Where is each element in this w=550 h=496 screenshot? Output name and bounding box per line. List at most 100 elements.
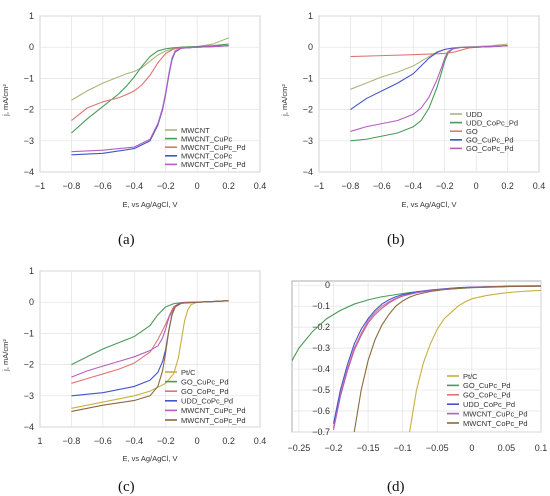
series-line-mwcnt-copc-pd (71, 45, 229, 153)
y-tick-label: 1 (308, 11, 313, 21)
x-tick-label: −0.6 (373, 181, 391, 191)
y-tick-label: 0 (29, 42, 34, 52)
x-tick-label: −0.2 (157, 181, 175, 191)
y-tick-label: −0.4 (312, 364, 330, 374)
x-tick-label: 0 (469, 443, 474, 453)
y-tick-label: 0 (325, 280, 330, 290)
legend-label: GO_CuPc_Pd (463, 381, 511, 390)
x-tick-label: −0.25 (288, 443, 311, 453)
x-axis-title: E, vs Ag/AgCl, V (122, 454, 177, 463)
x-tick-label: −0.15 (357, 443, 380, 453)
legend-label: Pt/C (181, 368, 196, 377)
legend: Pt/CGO_CuPc_PdGO_CoPc_PdUDD_CoPc_PdMWCNT… (165, 368, 246, 425)
plot-area (39, 15, 261, 173)
legend-label: MWCNT (181, 126, 210, 135)
series-line-mwcnt-cupc (71, 43, 229, 134)
y-tick-label: −2 (303, 105, 313, 115)
chart-b: −1 −0.8 −0.6 −0.4 −0.2 0 0.2 0.4 −4 −3 −2 −1 0 1 E, vs… (280, 11, 545, 209)
y-tick-label: −3 (24, 136, 34, 146)
x-tick-label: 0.4 (254, 181, 267, 191)
y-tick-label: −1 (24, 328, 34, 338)
y-tick-label: −4 (24, 167, 34, 177)
y-tick-label: −0.2 (312, 322, 330, 332)
legend-label: MWCNT_CuPc_Pd (181, 406, 246, 415)
legend: Pt/CGO_CuPc_PdGO_CoPc_PdUDD_CoPc_PdMWCNT… (447, 372, 528, 428)
x-tick-label: −0.4 (125, 436, 143, 446)
y-tick-label: 1 (29, 266, 34, 276)
x-tick-label: 0.1 (535, 443, 548, 453)
x-tick-label: 0.4 (254, 436, 267, 446)
y-tick-label: −0.1 (312, 301, 330, 311)
x-tick-label: −0.8 (63, 436, 81, 446)
chart-c: 1 −0.8 −0.6 −0.4 −0.2 0 0.2 0.4 −4 −3 −2 −1 0 1 E, vs … (1, 266, 266, 463)
y-tick-label: −2 (24, 105, 34, 115)
x-tick-label: 1 (37, 436, 42, 446)
x-tick-label: 0 (195, 436, 200, 446)
legend-label: UDD_CoPc_Pd (463, 400, 515, 409)
legend-label: MWCNT_CuPc_Pd (463, 409, 528, 418)
legend-label: GO_CoPc_Pd (463, 391, 511, 400)
panel-letter-b: (b) (387, 232, 405, 248)
x-axis-title: E, vs Ag/AgCl, V (401, 200, 456, 209)
legend-label: UDD (466, 110, 483, 119)
plot-area (39, 270, 261, 428)
x-tick-label: −0.4 (125, 181, 143, 191)
x-tick-label: −1 (314, 181, 324, 191)
panel-letter-c: (c) (118, 479, 135, 495)
chart-a: −1 −0.8 −0.6 −0.4 −0.2 0 0.2 0.4 −4 −3 −2 −1 0 1 E, vs… (1, 11, 266, 209)
y-tick-label: −0.6 (312, 406, 330, 416)
y-axis-title: j, mA/cm² (280, 84, 289, 117)
y-tick-label: −3 (303, 136, 313, 146)
legend-label: GO_CoPc_Pd (181, 387, 229, 396)
x-tick-label: −0.4 (404, 181, 422, 191)
legend-label: GO_CuPc_Pd (181, 377, 229, 386)
x-tick-label: −0.6 (94, 436, 112, 446)
legend-label: UDD_CoPc_Pd (181, 397, 233, 406)
chart-d: −0.25 −0.2 −0.15 −0.1 −0.05 0 0.05 0.1 0 −0.1 −0.2… (288, 280, 548, 453)
y-tick-label: 1 (29, 11, 34, 21)
legend-label: MWCNT_CoPc_Pd (181, 416, 246, 425)
x-tick-label: −0.8 (63, 181, 81, 191)
legend-label: GO_CuPc_Pd (466, 136, 514, 145)
y-axis-title: j, mA/cm² (1, 339, 10, 372)
x-tick-label: −1 (35, 181, 45, 191)
panel-letter-a: (a) (118, 232, 135, 248)
legend-label: Pt/C (463, 372, 478, 381)
y-tick-label: 0 (29, 297, 34, 307)
x-tick-label: −0.1 (394, 443, 412, 453)
x-tick-label: 0 (195, 181, 200, 191)
x-tick-label: 0 (474, 181, 479, 191)
series-line-mwcnt-copc-pd (353, 285, 541, 432)
legend-label: GO (466, 127, 478, 136)
legend-label: GO_CoPc_Pd (466, 144, 514, 153)
y-axis-title: j, mA/cm² (1, 84, 10, 117)
y-tick-label: 0 (308, 42, 313, 52)
x-tick-label: −0.2 (325, 443, 343, 453)
legend-label: MWCNT_CoPc_Pd (181, 160, 246, 169)
panel-letter-d: (d) (387, 479, 405, 495)
legend-label: MWCNT_CuPc_Pd (181, 143, 246, 152)
x-tick-label: −0.05 (426, 443, 449, 453)
legend-label: MWCNT_CoPc (181, 152, 233, 161)
y-tick-label: −0.5 (312, 385, 330, 395)
legend-label: MWCNT_CuPc (181, 134, 233, 143)
x-tick-label: 0.2 (222, 181, 235, 191)
x-tick-label: −0.2 (157, 436, 175, 446)
x-tick-label: −0.6 (94, 181, 112, 191)
legend: MWCNTMWCNT_CuPcMWCNT_CuPc_PdMWCNT_CoPcMW… (165, 126, 246, 169)
series-line-go-copc-pd (350, 45, 508, 132)
x-tick-label: 0.2 (501, 181, 514, 191)
y-tick-label: −4 (24, 422, 34, 432)
x-axis-title: E, vs Ag/AgCl, V (122, 200, 177, 209)
x-tick-label: −0.8 (342, 181, 360, 191)
x-tick-label: 0.2 (222, 436, 235, 446)
y-tick-label: −0.3 (312, 343, 330, 353)
plot-area (318, 15, 540, 173)
y-tick-label: −1 (24, 73, 34, 83)
y-tick-label: −4 (303, 167, 313, 177)
y-tick-label: −3 (24, 391, 34, 401)
x-tick-label: −0.2 (436, 181, 454, 191)
y-tick-label: −1 (303, 73, 313, 83)
